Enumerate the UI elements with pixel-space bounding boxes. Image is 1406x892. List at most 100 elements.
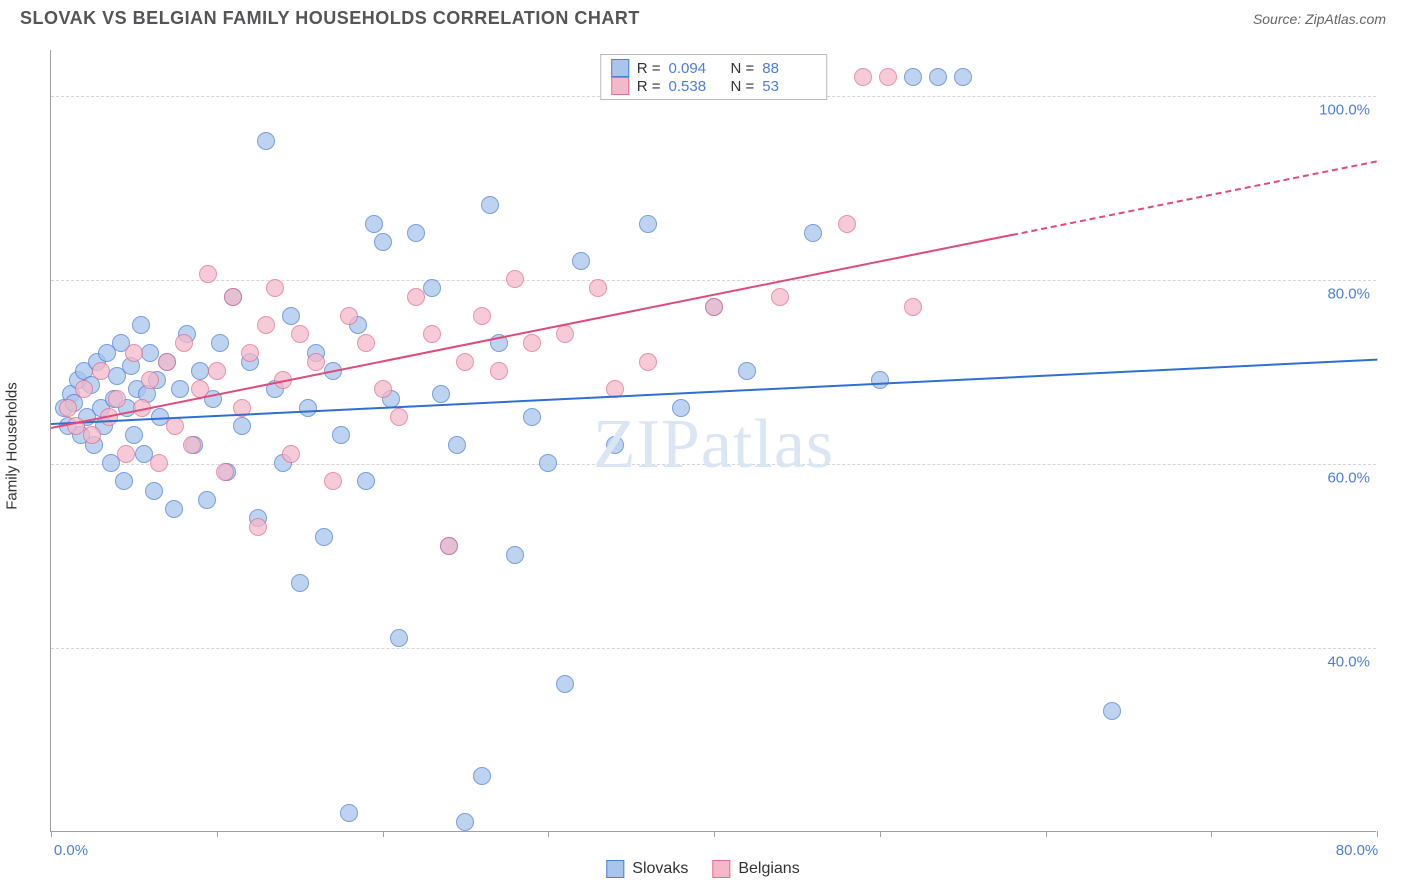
legend-item: Belgians <box>712 860 799 878</box>
chart-plot-area: ZIPatlas R =0.094N =88R =0.538N =53 40.0… <box>50 50 1376 832</box>
scatter-point <box>589 279 607 297</box>
x-tick-label: 0.0% <box>54 842 88 859</box>
y-axis-title: Family Households <box>4 382 21 510</box>
scatter-point <box>838 215 856 233</box>
scatter-point <box>929 68 947 86</box>
scatter-point <box>432 385 450 403</box>
scatter-point <box>954 68 972 86</box>
scatter-point <box>199 265 217 283</box>
scatter-point <box>473 307 491 325</box>
legend-item: Slovaks <box>606 860 688 878</box>
scatter-point <box>448 436 466 454</box>
scatter-point <box>490 362 508 380</box>
scatter-point <box>83 426 101 444</box>
r-value: 0.538 <box>669 78 723 95</box>
scatter-point <box>407 288 425 306</box>
trend-line <box>1012 160 1377 236</box>
chart-title: SLOVAK VS BELGIAN FAMILY HOUSEHOLDS CORR… <box>20 8 640 29</box>
legend-swatch <box>712 860 730 878</box>
gridline <box>51 280 1376 281</box>
scatter-point <box>291 325 309 343</box>
scatter-point <box>606 436 624 454</box>
gridline <box>51 648 1376 649</box>
scatter-point <box>506 546 524 564</box>
scatter-point <box>125 426 143 444</box>
legend-stats-row: R =0.094N =88 <box>611 59 817 77</box>
scatter-point <box>672 399 690 417</box>
x-tick <box>217 831 218 837</box>
scatter-point <box>456 353 474 371</box>
scatter-point <box>440 537 458 555</box>
scatter-point <box>456 813 474 831</box>
legend-swatch <box>606 860 624 878</box>
source-name: ZipAtlas.com <box>1305 11 1386 27</box>
scatter-point <box>59 399 77 417</box>
scatter-point <box>539 454 557 472</box>
n-label: N = <box>731 60 755 77</box>
legend-swatch <box>611 77 629 95</box>
x-tick <box>1377 831 1378 837</box>
scatter-point <box>150 454 168 472</box>
scatter-point <box>523 334 541 352</box>
scatter-point <box>216 463 234 481</box>
scatter-point <box>125 344 143 362</box>
scatter-point <box>117 445 135 463</box>
scatter-point <box>738 362 756 380</box>
x-tick <box>880 831 881 837</box>
scatter-point <box>299 399 317 417</box>
scatter-point <box>233 417 251 435</box>
scatter-point <box>423 325 441 343</box>
scatter-point <box>390 408 408 426</box>
scatter-point <box>132 316 150 334</box>
scatter-point <box>165 500 183 518</box>
scatter-point <box>282 445 300 463</box>
scatter-point <box>423 279 441 297</box>
scatter-point <box>145 482 163 500</box>
r-label: R = <box>637 78 661 95</box>
scatter-point <box>92 362 110 380</box>
scatter-point <box>208 362 226 380</box>
scatter-point <box>639 353 657 371</box>
scatter-point <box>257 132 275 150</box>
scatter-point <box>854 68 872 86</box>
scatter-point <box>879 68 897 86</box>
scatter-point <box>481 196 499 214</box>
legend-label: Slovaks <box>632 860 688 878</box>
scatter-point <box>141 371 159 389</box>
scatter-point <box>705 298 723 316</box>
scatter-point <box>473 767 491 785</box>
y-tick-label: 80.0% <box>1327 286 1370 303</box>
legend-label: Belgians <box>738 860 799 878</box>
scatter-point <box>506 270 524 288</box>
scatter-point <box>374 380 392 398</box>
scatter-point <box>115 472 133 490</box>
scatter-point <box>374 233 392 251</box>
watermark-text-thin: atlas <box>701 406 834 483</box>
scatter-point <box>1103 702 1121 720</box>
scatter-point <box>291 574 309 592</box>
y-tick-label: 60.0% <box>1327 470 1370 487</box>
scatter-point <box>324 472 342 490</box>
scatter-point <box>282 307 300 325</box>
scatter-point <box>191 362 209 380</box>
scatter-point <box>556 325 574 343</box>
scatter-point <box>108 390 126 408</box>
x-tick-label: 80.0% <box>1336 842 1379 859</box>
legend-swatch <box>611 59 629 77</box>
scatter-point <box>639 215 657 233</box>
chart-source: Source: ZipAtlas.com <box>1253 11 1386 27</box>
x-tick <box>548 831 549 837</box>
scatter-point <box>332 426 350 444</box>
scatter-point <box>224 288 242 306</box>
scatter-point <box>241 344 259 362</box>
n-value: 88 <box>762 60 816 77</box>
x-tick <box>383 831 384 837</box>
scatter-point <box>249 518 267 536</box>
chart-header: SLOVAK VS BELGIAN FAMILY HOUSEHOLDS CORR… <box>0 0 1406 35</box>
scatter-point <box>523 408 541 426</box>
scatter-point <box>171 380 189 398</box>
scatter-point <box>572 252 590 270</box>
scatter-point <box>198 491 216 509</box>
scatter-point <box>141 344 159 362</box>
scatter-point <box>804 224 822 242</box>
